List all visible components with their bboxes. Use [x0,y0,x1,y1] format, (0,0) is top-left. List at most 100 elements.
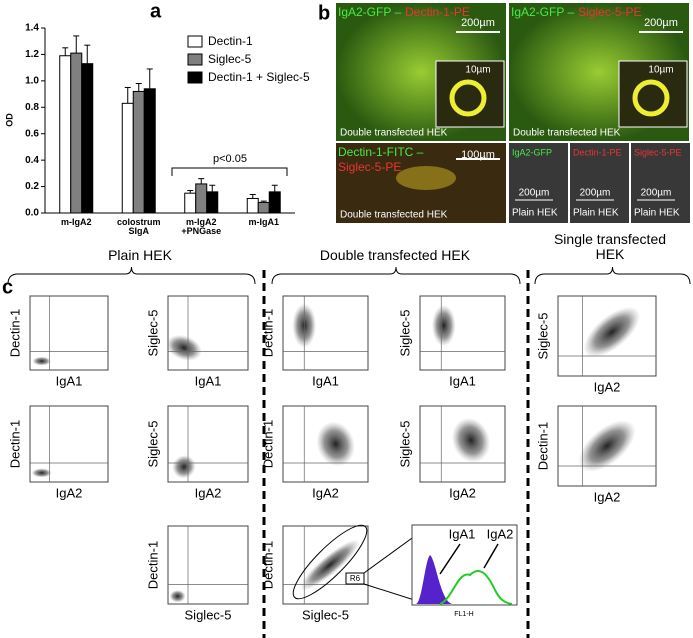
control-title: Siglec-5-PE [634,147,682,157]
brace [7,266,256,285]
x-axis-label: Siglec-5 [302,607,349,622]
stain-red: Siglec-5-PE [578,5,641,19]
gate-label: R6 [350,574,361,583]
x-tick-label: m-IgA2 [60,217,92,227]
significance-bracket [171,167,288,176]
y-axis-label: Dectin-1 [7,309,22,357]
panel-label: b [318,2,330,24]
histogram-label: IgA2 [487,526,514,541]
y-tick-label: 1.0 [25,75,39,86]
y-tick-label: 0.0 [25,208,39,219]
cell [449,79,487,117]
x-axis-label: IgA2 [56,485,83,500]
cell-density [172,455,196,479]
caption: Plain HEK [573,208,619,219]
y-tick-label: 1.4 [25,23,39,34]
cell-density [299,539,360,591]
tile-title: Siglec-5-PE [338,160,401,174]
legend-swatch [187,71,203,84]
x-axis-label: IgA1 [56,373,83,388]
group-heading: Plain HEK [108,247,172,263]
caption: Double transfected HEK [340,210,448,221]
micrograph [570,143,629,223]
y-axis-label: Dectin-1 [260,420,275,468]
y-axis-label: Siglec-5 [145,421,160,468]
bar [121,102,134,214]
y-axis-label: Dectin-1 [260,541,275,589]
cell-density [451,417,491,463]
cell [396,166,456,190]
stain-green: IgA2-GFP – [511,5,574,19]
micrograph [509,143,568,223]
scale-label: 200µm [580,188,611,199]
cell-density [32,356,52,366]
y-tick-label: 0.6 [25,128,39,139]
x-axis-label: IgA2 [312,485,339,500]
cell-density [316,421,355,467]
cell-density [31,468,52,478]
inset-scale: 10µm [648,65,673,76]
tile-title: IgA2-GFP – Dectin-1-PE [338,5,470,19]
caption: Plain HEK [634,208,680,219]
bar [206,191,219,214]
histogram-label: IgA1 [449,526,476,541]
x-axis-label: Siglec-5 [185,607,232,622]
bar [195,183,208,214]
y-axis-label: OD [4,113,14,127]
stain-red: Dectin-1-PE [405,5,470,19]
caption: Double transfected HEK [340,128,448,139]
bar [143,88,156,214]
control-title: Dectin-1-PE [573,147,622,157]
bar [246,197,259,214]
x-axis-label: IgA2 [195,485,222,500]
annotation: p<0.05 [213,153,247,165]
scale-label: 200µm [461,17,495,29]
scale-label: 100µm [461,149,495,161]
y-axis-label: Dectin-1 [535,422,550,470]
x-axis-label: IgA2 [594,489,621,504]
legend-label: Siglec-5 [208,52,252,66]
bar [132,90,145,214]
cell-density [578,420,636,472]
y-tick-label: 0.4 [25,155,39,166]
x-axis-label: IgA1 [195,373,222,388]
y-axis-label: Dectin-1 [260,309,275,357]
x-tick-label: m-IgA2 +PNGase [181,217,222,237]
x-axis-label: IgA2 [594,379,621,394]
group-heading: Double transfected HEK [319,247,471,263]
control-title: IgA2-GFP [512,147,552,157]
arrow [439,543,461,575]
x-axis-label: IgA2 [449,485,476,500]
x-tick-label: colostrum SIgA [116,217,161,237]
gate-tag [345,572,365,585]
bar [70,52,83,214]
x-axis-label: IgA1 [449,373,476,388]
caption: Double transfected HEK [513,128,621,139]
y-axis-label: Dectin-1 [145,541,160,589]
scale-label: 200µm [641,188,672,199]
histogram-iga1 [416,555,452,604]
caption: Plain HEK [512,208,558,219]
tile-title: Dectin-1-FITC – [338,145,424,159]
stain-green: IgA2-GFP – [338,5,401,19]
scale-label: 200µm [519,188,550,199]
legend-swatch [187,53,203,66]
x-axis-label: IgA1 [312,373,339,388]
y-tick-label: 0.2 [25,181,39,192]
y-axis-label: Siglec-5 [145,310,160,357]
cell-density [431,304,456,347]
group-heading: Single transfected HEK [553,231,667,262]
legend-label: Dectin-1 [208,34,253,48]
histogram-iga2 [439,570,513,605]
legend-swatch [187,35,203,48]
y-axis-label: Siglec-5 [397,421,412,468]
bar [257,201,270,214]
panel-label: c [2,276,13,298]
micrograph [631,143,690,223]
flow-plot [29,405,109,483]
cell-density [169,589,186,603]
cell-density [583,306,641,358]
inset-scale: 10µm [465,65,490,76]
y-tick-label: 1.2 [25,49,39,60]
